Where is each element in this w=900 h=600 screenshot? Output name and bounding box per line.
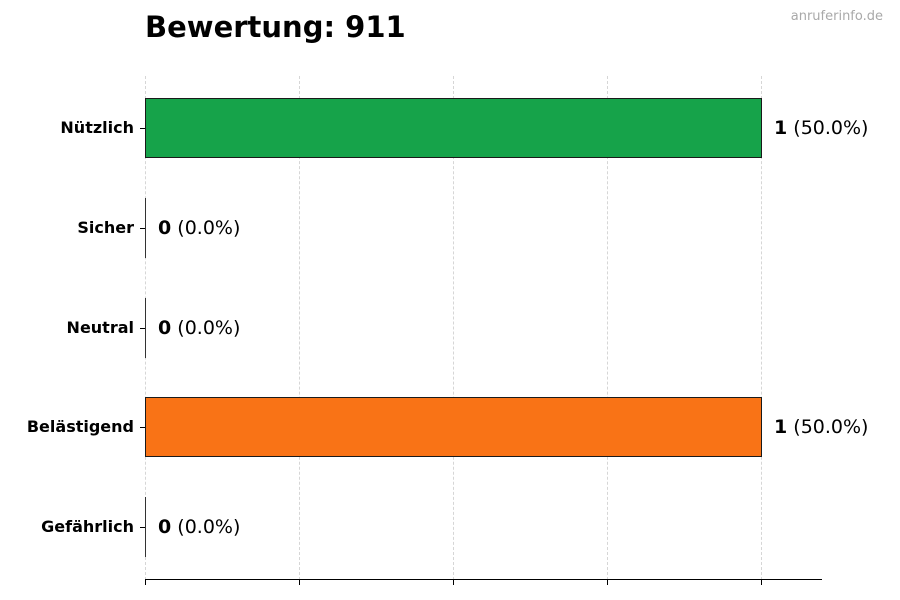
- x-tick: [453, 580, 454, 585]
- category-label: Belästigend: [26, 417, 134, 436]
- gridline: [761, 76, 762, 580]
- watermark: anruferinfo.de: [790, 9, 883, 24]
- y-tick: [140, 328, 145, 329]
- x-tick: [607, 580, 608, 585]
- bar-belaestigend: [145, 397, 762, 457]
- gridline: [299, 76, 300, 580]
- gridline: [453, 76, 454, 580]
- value-label: 0 (0.0%): [158, 317, 241, 339]
- chart-title: Bewertung: 911: [145, 10, 406, 44]
- bar-gefaehrlich: [145, 497, 146, 557]
- bar-row-nuetzlich: Nützlich 1 (50.0%): [0, 98, 900, 158]
- y-tick: [140, 527, 145, 528]
- value-label: 0 (0.0%): [158, 217, 241, 239]
- category-label: Neutral: [66, 318, 134, 337]
- y-tick: [140, 128, 145, 129]
- x-tick: [761, 580, 762, 585]
- y-tick: [140, 228, 145, 229]
- bar-nuetzlich: [145, 98, 762, 158]
- y-tick: [140, 427, 145, 428]
- gridline: [607, 76, 608, 580]
- category-label: Nützlich: [60, 118, 134, 137]
- value-label: 0 (0.0%): [158, 516, 241, 538]
- x-tick: [145, 580, 146, 585]
- bar-row-sicher: Sicher 0 (0.0%): [0, 198, 900, 258]
- bar-row-neutral: Neutral 0 (0.0%): [0, 298, 900, 358]
- bar-row-gefaehrlich: Gefährlich 0 (0.0%): [0, 497, 900, 557]
- value-label: 1 (50.0%): [774, 416, 869, 438]
- value-label: 1 (50.0%): [774, 117, 869, 139]
- bar-sicher: [145, 198, 146, 258]
- x-tick: [299, 580, 300, 585]
- bar-neutral: [145, 298, 146, 358]
- category-label: Gefährlich: [41, 517, 134, 536]
- x-axis: [145, 579, 822, 580]
- bar-row-belaestigend: Belästigend 1 (50.0%): [0, 397, 900, 457]
- category-label: Sicher: [77, 218, 134, 237]
